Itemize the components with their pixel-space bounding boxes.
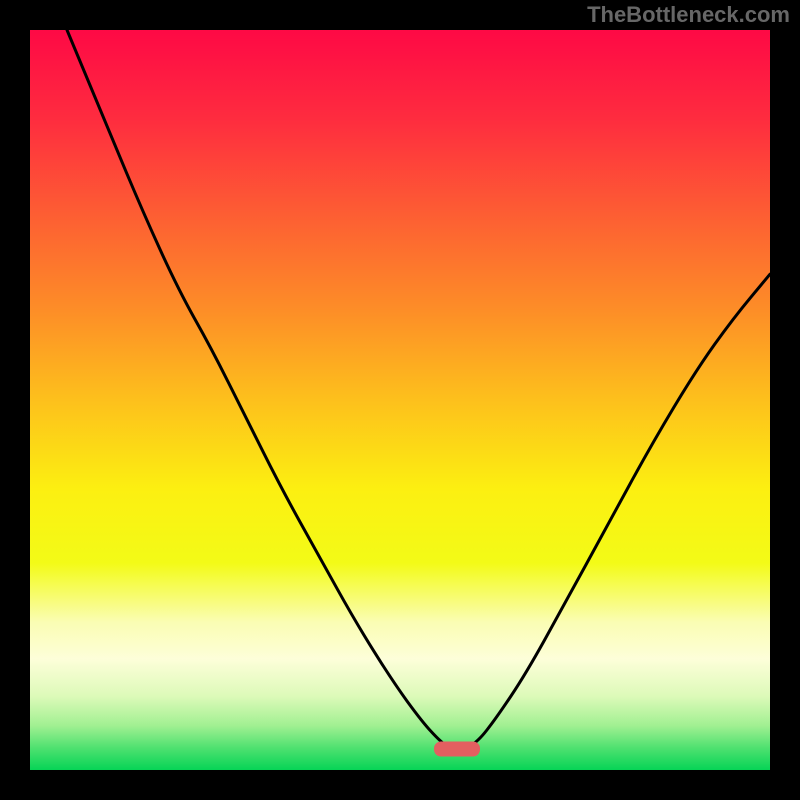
bottleneck-curve bbox=[30, 30, 770, 770]
plot-area bbox=[30, 30, 770, 770]
attribution-text: TheBottleneck.com bbox=[587, 2, 790, 28]
optimal-marker bbox=[434, 742, 480, 757]
bottleneck-curve-path bbox=[67, 30, 770, 749]
